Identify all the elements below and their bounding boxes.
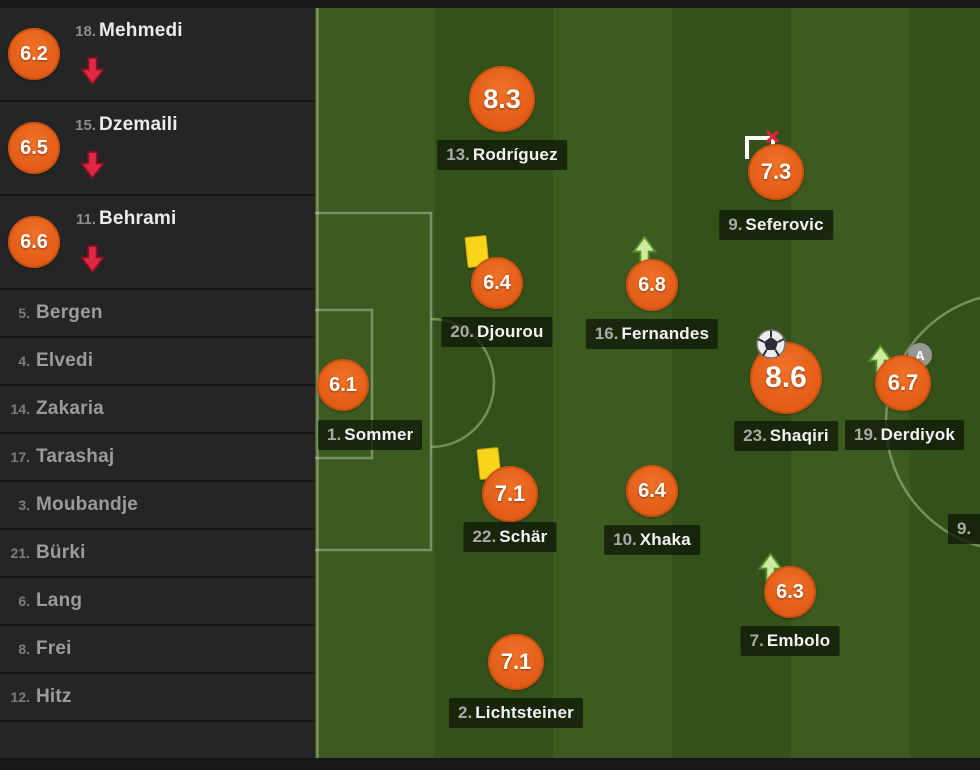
rating-badge: 6.4 [626,465,678,517]
player-name: Fernandes [621,324,710,343]
player-name: Bürki [36,542,86,563]
list-item-bench[interactable]: 6. Lang [0,578,315,626]
list-item-substitute[interactable]: 6.2 18. Mehmedi [0,8,315,102]
player-name: Elvedi [36,350,94,371]
player-number: 9. [957,519,972,538]
list-item-bench[interactable]: 14. Zakaria [0,386,315,434]
player-number: 11. [75,211,96,228]
player-number: 15. [75,117,96,134]
rating-badge: 6.2 [8,28,60,80]
player-name: Embolo [766,631,831,650]
rating-badge: 8.3 [469,66,535,132]
player-number: 22. [472,527,497,546]
player-number: 8. [18,641,30,657]
rating-badge: 7.1 [488,634,544,690]
player-name: Lang [36,590,83,611]
player-name: Xhaka [639,530,691,549]
player-number: 10. [613,530,637,549]
rating-badge: 6.6 [8,216,60,268]
list-item-bench[interactable]: 5. Bergen [0,290,315,338]
player-name: Rodríguez [472,145,558,164]
player-name: Sommer [344,425,414,444]
player-name: Mehmedi [99,20,183,41]
player-number: 3. [18,497,30,513]
player-number: 21. [10,545,30,561]
rating-badge: 6.5 [8,122,60,174]
rating-badge: 7.1 [482,466,538,522]
bottom-divider-bar [0,758,980,770]
top-divider-bar [0,0,980,8]
substituted-off-icon [80,245,105,274]
rating-badge: 7.3 [748,144,804,200]
player-number: 17. [10,449,30,465]
goal-ball-icon [756,329,786,359]
rating-badge: 6.3 [764,566,816,618]
player-number: 9. [728,215,743,234]
list-item-bench[interactable]: 4. Elvedi [0,338,315,386]
player-number: 20. [450,322,475,341]
player-name: Hitz [36,686,72,707]
player-name: Zakaria [36,398,104,419]
rating-badge: 6.1 [317,359,369,411]
player-number: 12. [10,689,30,705]
list-item-bench[interactable]: 12. Hitz [0,674,315,722]
player-name: Dzemaili [99,114,178,135]
player-number: 7. [749,631,764,650]
player-name: Bergen [36,302,103,323]
player-number: 18. [75,23,96,40]
rating-badge: 6.4 [471,257,523,309]
player-name: Frei [36,638,72,659]
rating-badge: 6.8 [626,259,678,311]
list-item-substitute[interactable]: 6.6 11. Behrami [0,196,315,290]
player-number: 14. [10,401,30,417]
list-item-bench[interactable]: 21. Bürki [0,530,315,578]
substitutes-sidebar: 6.2 18. Mehmedi 6.5 15. Dzemaili 6.6 11. Be… [0,8,315,758]
player-name: Behrami [99,208,177,229]
list-item-bench[interactable]: 8. Frei [0,626,315,674]
player-name: Seferovic [745,215,824,234]
player-name: Djourou [477,322,544,341]
substituted-off-icon [80,57,105,86]
player-name: Moubandje [36,494,139,515]
player-name: Derdiyok [880,425,955,444]
player-name: Schär [499,527,548,546]
player-name: Lichtsteiner [475,703,574,722]
player-number: 6. [18,593,30,609]
substituted-off-icon [80,151,105,180]
list-item-substitute[interactable]: 6.5 15. Dzemaili [0,102,315,196]
player-name: Shaqiri [769,426,829,445]
player-number: 2. [458,703,473,722]
list-item-bench[interactable]: 3. Moubandje [0,482,315,530]
player-number: 5. [18,305,30,321]
player-number: 16. [594,324,619,343]
player-number: 1. [327,425,342,444]
player-number: 4. [18,353,30,369]
rating-badge: 6.7 [875,355,931,411]
player-number: 23. [743,426,767,445]
list-item-bench[interactable]: 17. Tarashaj [0,434,315,482]
player-name: Tarashaj [36,446,115,467]
football-pitch: 8.3 13. Rodríguez 7.3 9. Seferovic 6.4 20.… [315,8,980,758]
player-number: 19. [854,425,878,444]
player-number: 13. [446,145,470,164]
